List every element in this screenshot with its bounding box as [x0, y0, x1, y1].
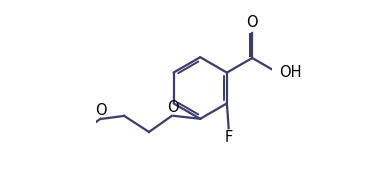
Text: F: F	[225, 130, 233, 145]
Text: O: O	[95, 103, 107, 118]
Text: O: O	[167, 100, 179, 115]
Text: O: O	[246, 15, 258, 30]
Text: OH: OH	[279, 65, 302, 80]
